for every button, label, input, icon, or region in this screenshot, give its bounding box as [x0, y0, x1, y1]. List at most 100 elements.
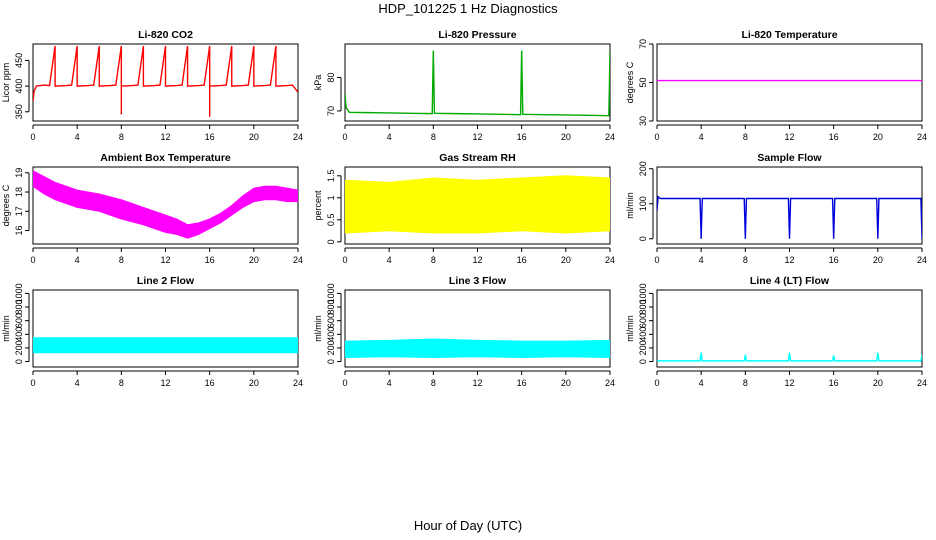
x-tick-label: 4 [699, 378, 704, 388]
x-tick-label: 16 [829, 378, 839, 388]
x-tick-label: 4 [387, 378, 392, 388]
y-tick-label: 450 [14, 53, 24, 68]
x-tick-label: 20 [249, 255, 259, 265]
y-tick-label: 17 [14, 206, 24, 216]
x-axis: 0 4 8 12 16 20 24 [342, 124, 615, 142]
x-axis: 0 4 8 12 16 20 24 [654, 370, 927, 388]
x-tick-label: 20 [249, 132, 259, 142]
x-tick-label: 24 [293, 132, 303, 142]
series-group [33, 170, 298, 239]
x-tick-label: 20 [561, 132, 571, 142]
x-tick-label: 12 [784, 378, 794, 388]
y-axis: 0 100 200 [638, 161, 654, 241]
x-tick-label: 16 [205, 378, 215, 388]
y-axis: 0 0.5 1 1.5 [326, 170, 342, 244]
series-group [657, 195, 922, 239]
y-axis: 16 17 18 19 [14, 168, 30, 236]
series-band [345, 175, 610, 234]
x-tick-label: 20 [561, 255, 571, 265]
panel-title: Ambient Box Temperature [100, 152, 231, 164]
x-tick-label: 8 [119, 255, 124, 265]
x-tick-label: 16 [829, 255, 839, 265]
figure-title: HDP_101225 1 Hz Diagnostics [378, 1, 558, 16]
x-tick-label: 0 [342, 255, 347, 265]
x-tick-label: 16 [205, 255, 215, 265]
plot-frame [32, 43, 299, 122]
x-tick-label: 0 [342, 132, 347, 142]
series-group [33, 337, 298, 354]
x-tick-label: 4 [75, 255, 80, 265]
panel-title: Line 3 Flow [449, 275, 507, 287]
x-tick-label: 24 [917, 378, 927, 388]
x-tick-label: 12 [160, 132, 170, 142]
y-tick-label: 70 [326, 106, 336, 116]
x-tick-label: 24 [293, 378, 303, 388]
y-tick-label: 600 [14, 313, 24, 328]
y-tick-label: 600 [326, 313, 336, 328]
panel-title: Line 4 (LT) Flow [750, 275, 830, 287]
x-tick-label: 20 [561, 378, 571, 388]
x-tick-label: 4 [75, 378, 80, 388]
y-tick-label: 30 [638, 116, 648, 126]
x-tick-label: 8 [743, 378, 748, 388]
x-tick-label: 12 [472, 255, 482, 265]
x-axis: 0 4 8 12 16 20 24 [342, 370, 615, 388]
x-tick-label: 8 [119, 132, 124, 142]
x-tick-label: 8 [743, 255, 748, 265]
x-axis: 0 4 8 12 16 20 24 [654, 124, 927, 142]
y-axis-label: degrees C [1, 184, 11, 226]
panel-title: Gas Stream RH [439, 152, 515, 164]
series-line [657, 195, 922, 239]
x-tick-label: 12 [160, 378, 170, 388]
y-tick-label: 1000 [14, 283, 24, 303]
plot-frame [32, 166, 299, 245]
x-tick-label: 16 [517, 378, 527, 388]
y-tick-label: 1000 [638, 283, 648, 303]
y-tick-label: 800 [638, 300, 648, 315]
panel-4: Ambient Box Temperature 0 4 8 12 16 20 24 16 17 18… [1, 152, 303, 265]
x-tick-label: 12 [784, 255, 794, 265]
x-axis-title: Hour of Day (UTC) [413, 518, 523, 533]
y-axis-label: kPa [313, 75, 323, 91]
x-tick-label: 0 [342, 378, 347, 388]
y-axis-label: percent [313, 190, 323, 221]
y-tick-label: 0 [14, 359, 24, 364]
y-axis: 30 50 70 [638, 39, 654, 126]
y-tick-label: 19 [14, 168, 24, 178]
series-group [345, 175, 610, 234]
y-tick-label: 18 [14, 187, 24, 197]
series-band [33, 170, 298, 239]
series-line [657, 352, 922, 362]
panel-3: Li-820 Temperature 0 4 8 12 16 20 24 30 50 70 degre… [625, 29, 927, 142]
y-tick-label: 400 [14, 327, 24, 342]
series-group [345, 50, 610, 117]
x-tick-label: 24 [605, 132, 615, 142]
y-tick-label: 1000 [326, 283, 336, 303]
x-tick-label: 4 [387, 255, 392, 265]
x-tick-label: 24 [293, 255, 303, 265]
y-tick-label: 400 [638, 327, 648, 342]
x-axis: 0 4 8 12 16 20 24 [30, 124, 303, 142]
x-tick-label: 8 [431, 378, 436, 388]
panel-title: Li-820 Pressure [438, 29, 516, 41]
plot-frame [32, 289, 299, 368]
y-tick-label: 1.5 [326, 170, 336, 183]
x-axis: 0 4 8 12 16 20 24 [30, 370, 303, 388]
series-band [345, 338, 610, 358]
y-tick-label: 600 [638, 313, 648, 328]
y-axis: 70 80 [326, 72, 342, 116]
x-tick-label: 20 [249, 378, 259, 388]
x-tick-label: 16 [205, 132, 215, 142]
y-axis-label: ml/min [625, 192, 635, 219]
y-tick-label: 16 [14, 226, 24, 236]
y-tick-label: 200 [638, 161, 648, 176]
plot-frame [344, 43, 611, 122]
series-group [657, 352, 922, 362]
y-axis-label: degrees C [625, 61, 635, 103]
panel-title: Li-820 CO2 [138, 29, 193, 41]
